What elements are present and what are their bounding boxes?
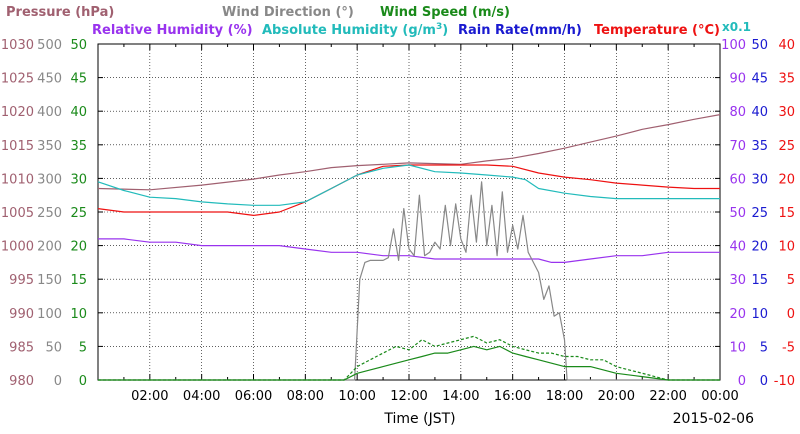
x-tick-label: 06:00: [235, 389, 272, 404]
y-tick-label-wind-direction: 200: [37, 240, 62, 255]
y-tick-label-rain-rate: 45: [751, 72, 768, 87]
legend-temperature: Temperature (°C): [594, 23, 720, 38]
y-tick-label-rain-rate: 30: [751, 172, 768, 187]
x-tick-label: 16:00: [494, 389, 531, 404]
y-tick-label-relative-humidity: 50: [729, 206, 746, 221]
y-tick-label-temperature: 30: [778, 105, 795, 120]
y-tick-label-wind-speed: 20: [70, 240, 87, 255]
y-tick-label-wind-direction: 500: [37, 38, 62, 53]
y-tick-label-wind-direction: 350: [37, 139, 62, 154]
x-tick-label: 20:00: [598, 389, 635, 404]
y-tick-label-pressure: 1025: [1, 72, 34, 87]
y-tick-label-pressure: 995: [9, 273, 34, 288]
y-tick-label-temperature: 25: [778, 139, 795, 154]
y-tick-label-wind-speed: 35: [70, 139, 87, 154]
y-tick-label-pressure: 1010: [1, 172, 34, 187]
y-tick-label-relative-humidity: 80: [729, 105, 746, 120]
legend-rain-rate: Rain Rate(mm/h): [458, 23, 582, 38]
y-tick-label-wind-speed: 50: [70, 38, 87, 53]
y-tick-label-wind-speed: 5: [79, 340, 87, 355]
date-label: 2015-02-06: [673, 411, 754, 427]
y-tick-label-pressure: 1000: [1, 240, 34, 255]
y-tick-label-wind-direction: 0: [54, 374, 62, 389]
y-tick-label-temperature: 10: [778, 240, 795, 255]
y-tick-label-wind-direction: 150: [37, 273, 62, 288]
y-tick-label-temperature: -5: [782, 340, 795, 355]
y-tick-label-pressure: 1005: [1, 206, 34, 221]
y-tick-label-pressure: 1020: [1, 105, 34, 120]
y-tick-label-rain-rate: 15: [751, 273, 768, 288]
x-tick-label: 04:00: [183, 389, 220, 404]
x-tick-label: 22:00: [649, 389, 686, 404]
y-tick-label-wind-speed: 15: [70, 273, 87, 288]
y-tick-label-rain-rate: 40: [751, 105, 768, 120]
y-tick-label-wind-direction: 450: [37, 72, 62, 87]
y-tick-label-wind-speed: 25: [70, 206, 87, 221]
y-tick-label-relative-humidity: 70: [729, 139, 746, 154]
series-line-relative-humidity: [98, 238, 720, 263]
y-tick-label-relative-humidity: 40: [729, 240, 746, 255]
legend-relative-humidity: Relative Humidity (%): [92, 23, 253, 38]
y-tick-label-rain-rate: 5: [760, 340, 768, 355]
series-line-wind-direction: [98, 181, 720, 381]
x-tick-label: 08:00: [287, 389, 324, 404]
series-line-pressure: [97, 114, 721, 191]
y-tick-label-temperature: 0: [787, 307, 795, 322]
y-tick-label-wind-speed: 10: [70, 307, 87, 322]
y-tick-label-wind-speed: 45: [70, 72, 87, 87]
series-line-temperature: [97, 164, 720, 216]
y-tick-label-relative-humidity: 0: [738, 374, 746, 389]
y-tick-label-rain-rate: 50: [751, 38, 768, 53]
y-tick-label-wind-direction: 300: [37, 172, 62, 187]
y-tick-label-relative-humidity: 30: [729, 273, 746, 288]
x-tick-label: 14:00: [442, 389, 479, 404]
legend-wind-direction: Wind Direction (°): [222, 5, 354, 20]
legend-scale-note: x0.1: [722, 20, 751, 34]
y-tick-label-wind-direction: 250: [37, 206, 62, 221]
y-tick-label-wind-speed: 0: [79, 374, 87, 389]
y-tick-label-pressure: 1015: [1, 139, 34, 154]
y-tick-label-relative-humidity: 10: [729, 340, 746, 355]
legend: Pressure (hPa) Wind Direction (°) Wind S…: [6, 5, 751, 38]
y-tick-label-rain-rate: 35: [751, 139, 768, 154]
y-tick-label-pressure: 990: [9, 307, 34, 322]
y-tick-label-rain-rate: 0: [760, 374, 768, 389]
x-tick-label: 10:00: [338, 389, 375, 404]
y-tick-label-temperature: 5: [787, 273, 795, 288]
y-tick-label-temperature: 20: [778, 172, 795, 187]
y-tick-label-temperature: 40: [778, 38, 795, 53]
y-tick-label-wind-speed: 30: [70, 172, 87, 187]
y-tick-label-rain-rate: 25: [751, 206, 768, 221]
y-tick-label-relative-humidity: 100: [721, 38, 746, 53]
y-tick-label-temperature: -10: [774, 374, 795, 389]
legend-absolute-humidity: Absolute Humidity (g/m3): [262, 22, 448, 38]
y-tick-label-relative-humidity: 60: [729, 172, 746, 187]
y-tick-label-pressure: 1030: [1, 38, 34, 53]
series-line-wind-speed: [98, 345, 720, 381]
y-tick-label-wind-direction: 400: [37, 105, 62, 120]
x-tick-label: 12:00: [390, 389, 427, 404]
legend-wind-speed: Wind Speed (m/s): [380, 5, 510, 20]
x-axis-title: Time (JST): [383, 411, 455, 427]
y-tick-label-rain-rate: 20: [751, 240, 768, 255]
y-tick-label-wind-direction: 100: [37, 307, 62, 322]
y-tick-label-relative-humidity: 20: [729, 307, 746, 322]
y-tick-label-rain-rate: 10: [751, 307, 768, 322]
y-tick-label-temperature: 35: [778, 72, 795, 87]
x-tick-label: 02:00: [131, 389, 168, 404]
series-line-absolute-humidity: [97, 164, 720, 206]
legend-pressure: Pressure (hPa): [6, 5, 114, 20]
y-tick-label-wind-direction: 50: [45, 340, 62, 355]
y-tick-label-wind-speed: 40: [70, 105, 87, 120]
plot-area: 1030102510201015101010051000995990985980…: [1, 38, 795, 427]
x-tick-label: 18:00: [546, 389, 583, 404]
y-tick-label-pressure: 985: [9, 340, 34, 355]
series-line-wind-speed-gust: [98, 335, 720, 381]
y-tick-label-pressure: 980: [9, 374, 34, 389]
y-tick-label-relative-humidity: 90: [729, 72, 746, 87]
y-tick-label-temperature: 15: [778, 206, 795, 221]
x-tick-label: 00:00: [701, 389, 738, 404]
